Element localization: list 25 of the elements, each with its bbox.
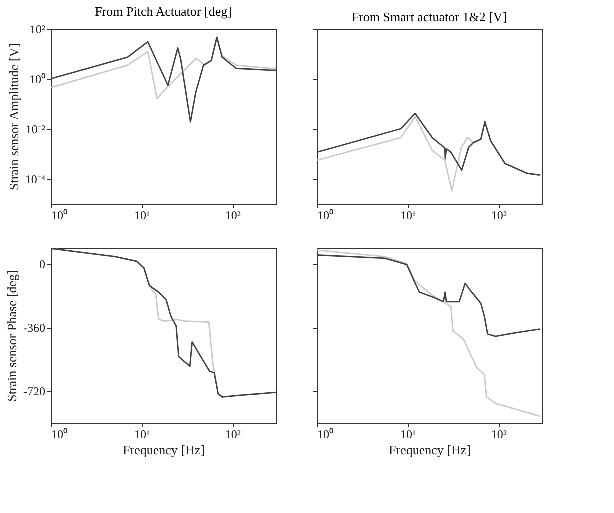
y-tick-label: 10² — [30, 22, 46, 36]
y-tick-label: -360 — [24, 321, 46, 336]
x-tick-label: 10⁰ — [318, 208, 334, 222]
x-tick-label: 10¹ — [134, 208, 151, 222]
y-tick-label: 10⁻² — [26, 122, 46, 136]
y-axis-title: Strain sensor Amplitude [V] — [6, 44, 22, 190]
y-tick-label: -720 — [24, 384, 46, 399]
x-tick-label: 10⁰ — [52, 428, 68, 442]
x-axis-title: Frequency [Hz] — [389, 442, 471, 458]
x-tick-label: 10⁰ — [52, 208, 68, 222]
x-tick-label: 10¹ — [400, 208, 417, 222]
y-tick-label: 0 — [40, 257, 46, 272]
x-tick-label: 10⁰ — [318, 428, 334, 442]
x-tick-label: 10¹ — [400, 428, 417, 442]
chart-title: From Smart actuator 1&2 [V] — [352, 10, 508, 24]
x-tick-label: 10² — [225, 428, 242, 442]
x-tick-label: 10² — [491, 208, 508, 222]
y-tick-label: 10⁻⁴ — [25, 172, 46, 186]
x-tick-label: 10¹ — [134, 428, 151, 442]
x-axis-title: Frequency [Hz] — [123, 442, 205, 458]
x-tick-label: 10² — [491, 428, 508, 442]
y-tick-label: 10⁰ — [30, 72, 46, 86]
y-axis-title: Strain sensor Phase [deg] — [4, 270, 20, 402]
chart-title: From Pitch Actuator [deg] — [95, 4, 232, 19]
x-tick-label: 10² — [225, 208, 242, 222]
